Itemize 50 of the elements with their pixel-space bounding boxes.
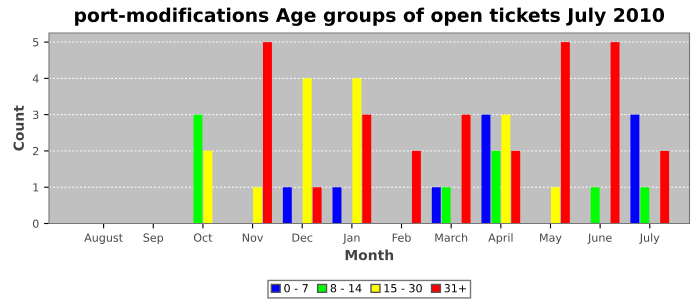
x-tick-label: Dec xyxy=(292,234,312,242)
bar xyxy=(491,150,500,224)
y-tick-label: 1 xyxy=(33,183,38,192)
bar xyxy=(262,42,272,224)
bar xyxy=(590,187,600,224)
y-axis-title: Count xyxy=(13,105,24,151)
bar xyxy=(203,150,212,224)
bar xyxy=(352,78,362,224)
bar xyxy=(660,150,670,224)
bar xyxy=(282,187,292,224)
bar xyxy=(332,187,342,224)
x-tick-label: Feb xyxy=(392,233,411,242)
bar xyxy=(362,114,372,224)
bar xyxy=(312,187,322,224)
bar xyxy=(253,187,262,224)
chart-title: port-modifications Age groups of open tickets July 2010 xyxy=(75,8,664,26)
x-tick-label: Sep xyxy=(144,233,164,244)
bar xyxy=(640,187,650,224)
x-tick-label: Jan xyxy=(342,234,360,244)
bar xyxy=(550,187,560,224)
bar xyxy=(432,187,441,224)
bar xyxy=(610,42,620,224)
bar xyxy=(630,114,640,224)
x-tick-label: July xyxy=(639,233,660,244)
bar xyxy=(462,114,471,224)
legend-label: 0 - 7 xyxy=(284,284,308,292)
y-tick-label: 0 xyxy=(32,219,39,228)
bar xyxy=(412,150,421,224)
bar xyxy=(511,150,520,224)
x-tick-label: August xyxy=(84,234,123,244)
legend-label: 31+ xyxy=(444,284,466,292)
y-tick-label: 2 xyxy=(33,146,38,156)
y-tick-label: 3 xyxy=(33,110,38,120)
x-tick-label: April xyxy=(488,233,512,244)
legend-label: 8 - 14 xyxy=(330,284,362,292)
bar xyxy=(501,114,510,224)
x-tick-label: June xyxy=(587,234,612,244)
bar xyxy=(193,114,202,224)
x-tick-label: March xyxy=(435,233,468,242)
bar xyxy=(442,187,451,224)
x-tick-label: May xyxy=(540,234,562,244)
x-axis-title: Month xyxy=(346,250,394,260)
y-tick-label: 5 xyxy=(33,38,38,46)
x-tick-label: Nov xyxy=(242,234,264,242)
x-tick-label: Oct xyxy=(194,233,212,242)
legend-label: 15 - 30 xyxy=(384,284,422,292)
bar xyxy=(560,42,570,224)
bar xyxy=(481,114,490,224)
y-tick-label: 4 xyxy=(32,74,39,83)
bar xyxy=(302,78,312,224)
